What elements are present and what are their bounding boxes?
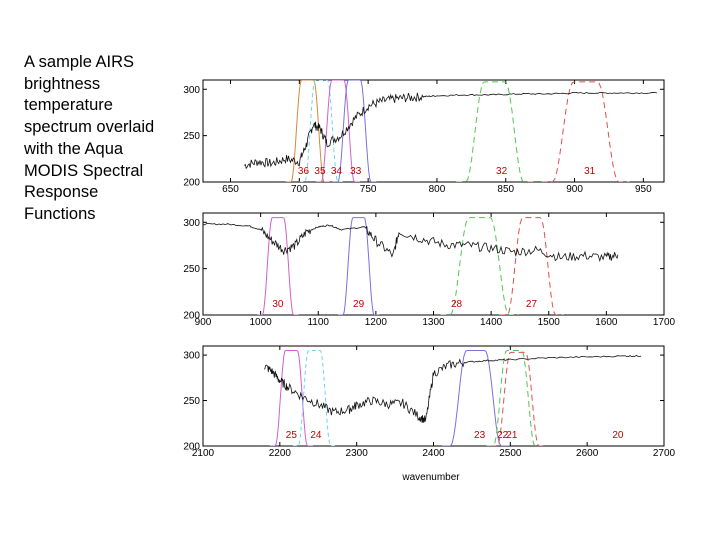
x-tick-label: 650: [222, 184, 239, 195]
band-label-24: 24: [310, 430, 322, 441]
band-label-28: 28: [451, 299, 463, 310]
x-tick-label: 850: [497, 184, 514, 195]
band-label-31: 31: [584, 166, 596, 177]
x-tick-label: 950: [635, 184, 652, 195]
panel-middle: 900 1000 1100 1200 1300 1400 1500 1600 1700 200 25…: [183, 212, 676, 328]
band-32-curve: [456, 81, 534, 182]
x-tick-label: 2200: [269, 448, 292, 459]
x-tick-label: 1000: [250, 317, 273, 328]
y-tick-label: 250: [183, 131, 200, 142]
panel-top: 650 700 750 800 850 900 950 200 250 300 36 35 34 33 32…: [183, 79, 665, 195]
x-tick-label: 1100: [307, 317, 329, 328]
band-label-33: 33: [350, 166, 362, 177]
band-label-27: 27: [526, 299, 538, 310]
x-tick-label: 1500: [538, 317, 561, 328]
band-21-curve: [490, 351, 546, 446]
band-33-curve: [332, 80, 377, 182]
band-22-curve: [486, 350, 542, 446]
x-tick-label: 1400: [480, 317, 503, 328]
band-34-curve: [315, 80, 360, 182]
band-label-23: 23: [474, 430, 486, 441]
plot-frame: [202, 345, 665, 447]
y-tick-label: 250: [183, 264, 200, 275]
panel-bottom: 2100 2200 2300 2400 2500 2600 2700 200 250 300 25 2…: [183, 345, 676, 459]
band-27-curve: [499, 217, 564, 315]
x-tick-label: 900: [195, 317, 212, 328]
band-label-32: 32: [496, 166, 508, 177]
x-axis-label: wavenumber: [401, 472, 460, 483]
plot-area: [264, 350, 642, 446]
x-tick-label: 1200: [365, 317, 388, 328]
plot-area: [203, 217, 619, 315]
x-tick-label: 700: [291, 184, 308, 195]
x-tick-label: 2100: [192, 448, 215, 459]
band-36-curve: [285, 80, 330, 182]
band-label-30: 30: [272, 299, 284, 310]
x-tick-label: 2500: [499, 448, 522, 459]
y-tick-label: 300: [183, 218, 200, 229]
plot-area: [244, 80, 658, 182]
x-tick-label: 750: [360, 184, 377, 195]
band-label-22: 22: [497, 430, 509, 441]
x-tick-label: 800: [429, 184, 446, 195]
airs-spectrum-line: [244, 91, 658, 170]
caption: A sample AIRS brightness temperature spe…: [24, 53, 155, 223]
x-tick-label: 2600: [576, 448, 599, 459]
band-label-35: 35: [314, 166, 326, 177]
y-tick-label: 300: [183, 351, 200, 362]
y-tick-label: 300: [183, 85, 200, 96]
x-tick-label: 900: [566, 184, 583, 195]
band-28-curve: [440, 217, 519, 315]
band-24-curve: [292, 350, 336, 446]
x-tick-label: 2700: [653, 448, 676, 459]
x-tick-label: 1300: [422, 317, 445, 328]
band-29-curve: [337, 217, 380, 315]
band-25-curve: [269, 350, 313, 446]
band-label-36: 36: [298, 166, 310, 177]
band-23-curve: [442, 350, 510, 446]
y-tick-label: 200: [183, 178, 200, 189]
x-tick-label: 1600: [595, 317, 618, 328]
band-30-curve: [257, 217, 299, 315]
band-31-curve: [541, 81, 630, 182]
y-tick-label: 200: [183, 442, 200, 453]
y-tick-label: 250: [183, 396, 200, 407]
x-tick-label: 1700: [653, 317, 676, 328]
airs-spectrum-line: [203, 222, 619, 263]
airs-spectrum-line: [264, 354, 642, 424]
y-tick-label: 200: [183, 311, 200, 322]
band-label-29: 29: [353, 299, 365, 310]
band-label-34: 34: [331, 166, 343, 177]
band-label-25: 25: [286, 430, 298, 441]
x-tick-label: 2400: [422, 448, 445, 459]
band-label-20: 20: [612, 430, 624, 441]
plot-frame: [202, 79, 665, 183]
band-label-21: 21: [506, 430, 518, 441]
x-tick-label: 2300: [346, 448, 369, 459]
